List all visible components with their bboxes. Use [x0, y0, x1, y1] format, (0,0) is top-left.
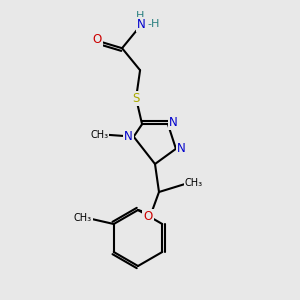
- Text: N: N: [124, 130, 133, 143]
- Text: O: O: [92, 33, 102, 46]
- Text: CH₃: CH₃: [74, 213, 92, 223]
- Text: -H: -H: [147, 19, 159, 29]
- Text: N: N: [176, 142, 185, 155]
- Text: CH₃: CH₃: [91, 130, 109, 140]
- Text: N: N: [169, 116, 177, 129]
- Text: CH₃: CH₃: [185, 178, 203, 188]
- Text: S: S: [132, 92, 140, 105]
- Text: H: H: [136, 11, 144, 21]
- Text: N: N: [137, 18, 146, 31]
- Text: O: O: [143, 209, 153, 223]
